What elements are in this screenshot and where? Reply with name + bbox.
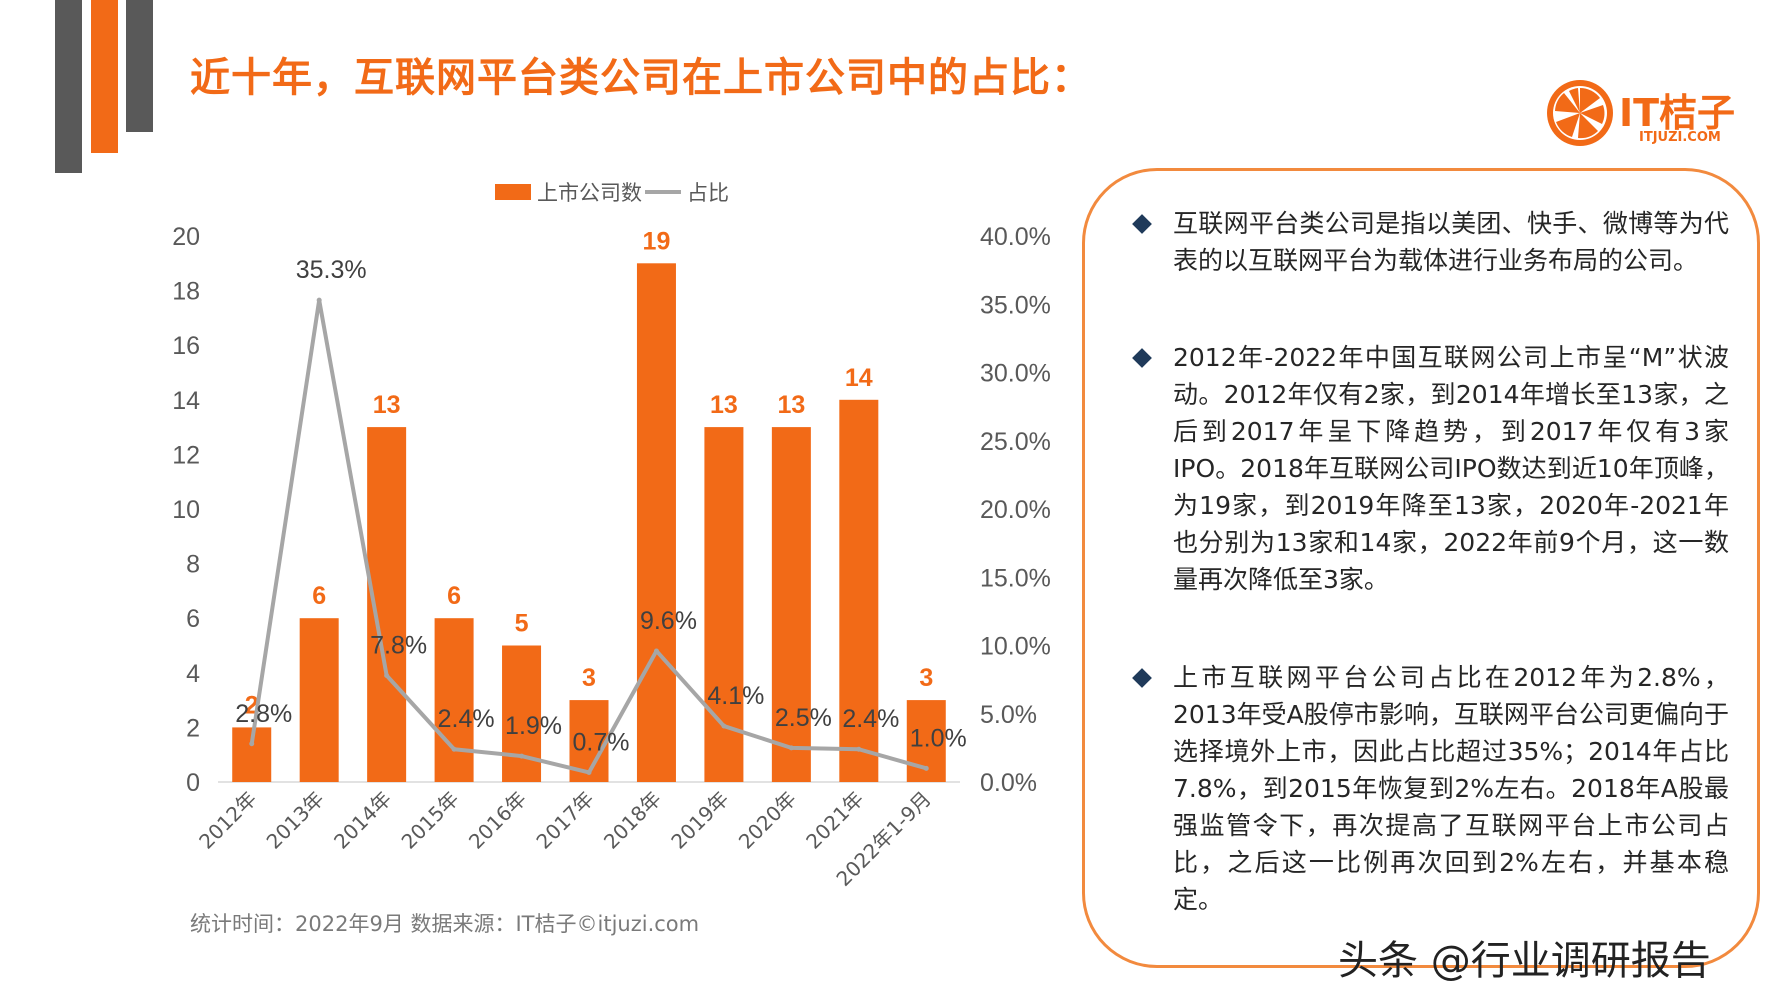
ratio-point xyxy=(653,648,659,654)
bar-value-label: 13 xyxy=(710,391,738,419)
bar-value-label: 19 xyxy=(643,227,671,255)
ratio-value-label: 1.9% xyxy=(505,712,562,740)
logo-text: IT桔子 xyxy=(1619,91,1736,135)
watermark: 头条 @行业调研报告 xyxy=(1338,938,1711,984)
ratio-point xyxy=(519,753,525,759)
ratio-point xyxy=(856,746,862,752)
decor-bar-gray-1 xyxy=(55,0,82,173)
bar xyxy=(771,427,811,782)
right-tick-label: 35.0% xyxy=(980,291,1051,319)
ratio-point xyxy=(923,765,929,771)
ratio-value-label: 7.8% xyxy=(370,632,427,660)
bar-value-label: 13 xyxy=(777,391,805,419)
left-tick-label: 6 xyxy=(186,605,200,633)
insight-panel: 互联网平台类公司是指以美团、快手、微博等为代表的以互联网平台为载体进行业务布局的… xyxy=(1082,168,1760,968)
bar xyxy=(839,399,879,782)
ratio-point xyxy=(721,723,727,729)
x-tick-label: 2013年 xyxy=(262,787,329,854)
bullet-text: 上市互联网平台公司占比在2012年为2.8%，2013年受A股停市影响，互联网平… xyxy=(1173,663,1729,914)
right-tick-label: 30.0% xyxy=(980,360,1051,388)
legend-bar-swatch xyxy=(495,184,531,200)
left-tick-label: 12 xyxy=(172,441,200,469)
x-tick-label: 2015年 xyxy=(397,787,464,854)
left-tick-label: 16 xyxy=(172,332,200,360)
x-tick-label: 2016年 xyxy=(464,787,531,854)
page-title: 近十年，互联网平台类公司在上市公司中的占比： xyxy=(190,55,1092,101)
ratio-value-label: 9.6% xyxy=(640,607,697,635)
left-tick-label: 14 xyxy=(172,387,200,415)
bar-value-label: 6 xyxy=(447,582,461,610)
ratio-point xyxy=(249,741,255,747)
bar-value-label: 3 xyxy=(582,664,596,692)
right-tick-label: 20.0% xyxy=(980,496,1051,524)
diamond-bullet-icon xyxy=(1132,668,1152,688)
right-tick-label: 5.0% xyxy=(980,701,1037,729)
x-tick-label: 2012年 xyxy=(194,787,261,854)
legend-line-label: 占比 xyxy=(687,181,729,205)
decor-bar-gray-2 xyxy=(126,0,153,132)
diamond-bullet-icon xyxy=(1132,348,1152,368)
bar-value-label: 14 xyxy=(845,364,873,392)
bar xyxy=(636,263,676,782)
ratio-value-label: 1.0% xyxy=(910,724,967,752)
ratio-value-label: 2.5% xyxy=(775,704,832,732)
x-tick-label: 2017年 xyxy=(531,787,598,854)
bar xyxy=(704,427,744,782)
bullet-text: 互联网平台类公司是指以美团、快手、微博等为代表的以互联网平台为载体进行业务布局的… xyxy=(1173,209,1729,275)
ratio-point xyxy=(788,745,794,751)
x-tick-label: 2020年 xyxy=(734,787,801,854)
ratio-point xyxy=(316,297,322,303)
decor-bar-orange xyxy=(91,0,118,153)
logo-subtext: ITJUZI.COM xyxy=(1639,130,1721,145)
right-tick-label: 10.0% xyxy=(980,633,1051,661)
ratio-value-label: 0.7% xyxy=(573,728,630,756)
ratio-value-label: 35.3% xyxy=(296,256,367,284)
left-tick-label: 4 xyxy=(186,660,200,688)
x-tick-label: 2019年 xyxy=(666,787,733,854)
bullet-text: 2012年-2022年中国互联网公司上市呈“M”状波动。2012年仅有2家，到2… xyxy=(1173,343,1729,594)
ratio-point xyxy=(384,673,390,679)
ratio-value-label: 2.4% xyxy=(842,705,899,733)
brand-logo: IT桔子 ITJUZI.COM xyxy=(1545,78,1745,153)
bar xyxy=(434,618,474,782)
right-tick-label: 25.0% xyxy=(980,428,1051,456)
ipo-chart: 0 2 4 6 8 10 12 14 16 18 20 0.0% 5.0% 10.0% 15.0% 20.0%… xyxy=(172,181,1051,891)
ratio-point xyxy=(451,746,457,752)
orange-slice-icon xyxy=(1547,80,1613,146)
bar xyxy=(299,618,339,782)
ratio-value-label: 4.1% xyxy=(707,682,764,710)
left-tick-label: 18 xyxy=(172,278,200,306)
diamond-bullet-icon xyxy=(1132,214,1152,234)
x-tick-label: 2018年 xyxy=(599,787,666,854)
ratio-point xyxy=(586,769,592,775)
footnote: 统计时间：2022年9月 数据来源：IT桔子©itjuzi.com xyxy=(190,912,700,936)
left-tick-label: 20 xyxy=(172,223,200,251)
ratio-value-label: 2.4% xyxy=(438,705,495,733)
left-tick-label: 8 xyxy=(186,551,200,579)
x-tick-label: 2014年 xyxy=(329,787,396,854)
bar-value-label: 13 xyxy=(373,391,401,419)
bar-value-label: 6 xyxy=(312,582,326,610)
right-tick-label: 15.0% xyxy=(980,564,1051,592)
right-tick-label: 0.0% xyxy=(980,769,1037,797)
legend-bar-label: 上市公司数 xyxy=(537,181,642,205)
right-tick-label: 40.0% xyxy=(980,223,1051,251)
left-tick-label: 0 xyxy=(186,769,200,797)
bar-value-label: 3 xyxy=(919,664,933,692)
left-tick-label: 10 xyxy=(172,496,200,524)
left-tick-label: 2 xyxy=(186,714,200,742)
ratio-value-label: 2.8% xyxy=(235,700,292,728)
bar-value-label: 5 xyxy=(515,610,529,638)
x-tick-label: 2021年 xyxy=(801,787,868,854)
